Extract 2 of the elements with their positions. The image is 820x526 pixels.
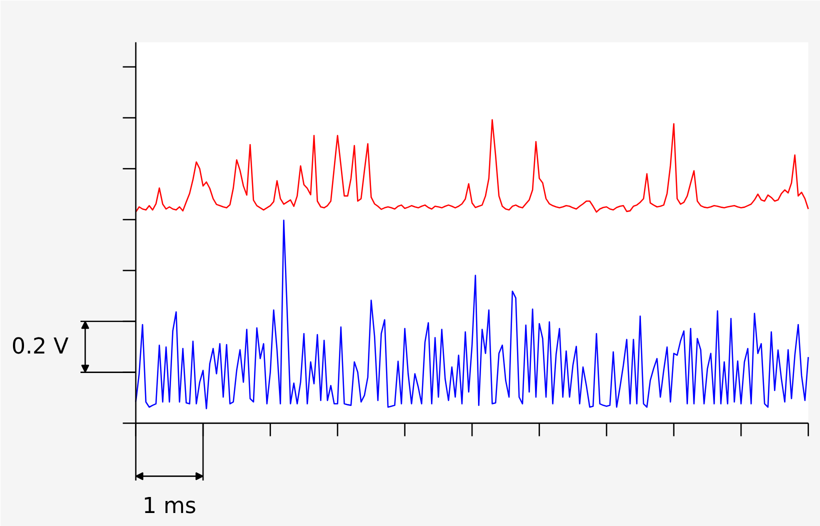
text: 1 ms bbox=[142, 494, 196, 519]
text: 0.2 V bbox=[11, 334, 68, 360]
